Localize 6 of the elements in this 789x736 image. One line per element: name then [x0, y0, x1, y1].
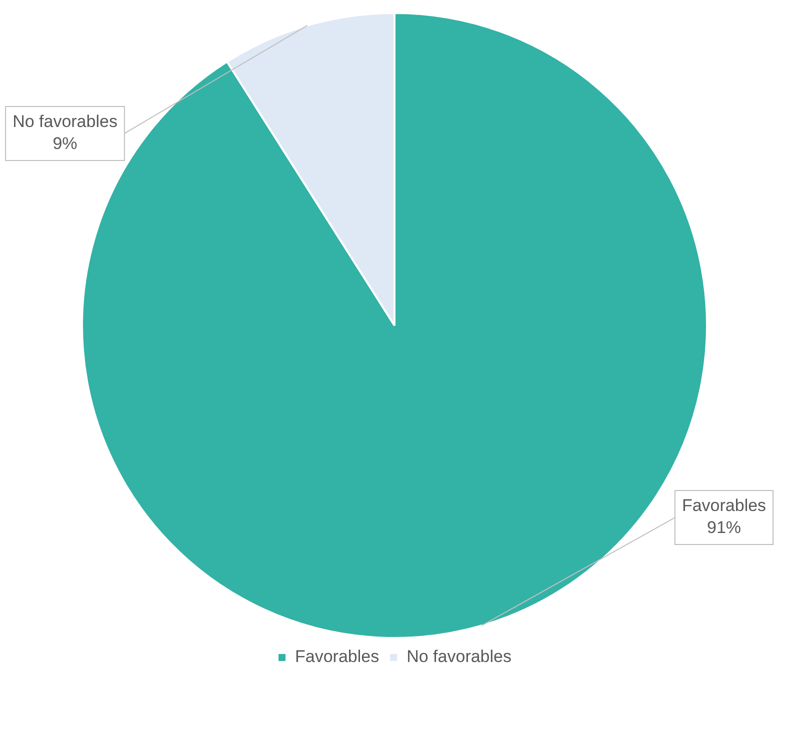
legend-label: Favorables [295, 647, 380, 666]
slice-label: Favorables [682, 496, 766, 516]
slice-label: No favorables [12, 112, 118, 132]
data-label: 91% [706, 518, 742, 538]
data-label: 9% [52, 134, 78, 154]
legend-label: No favorables [406, 647, 512, 666]
